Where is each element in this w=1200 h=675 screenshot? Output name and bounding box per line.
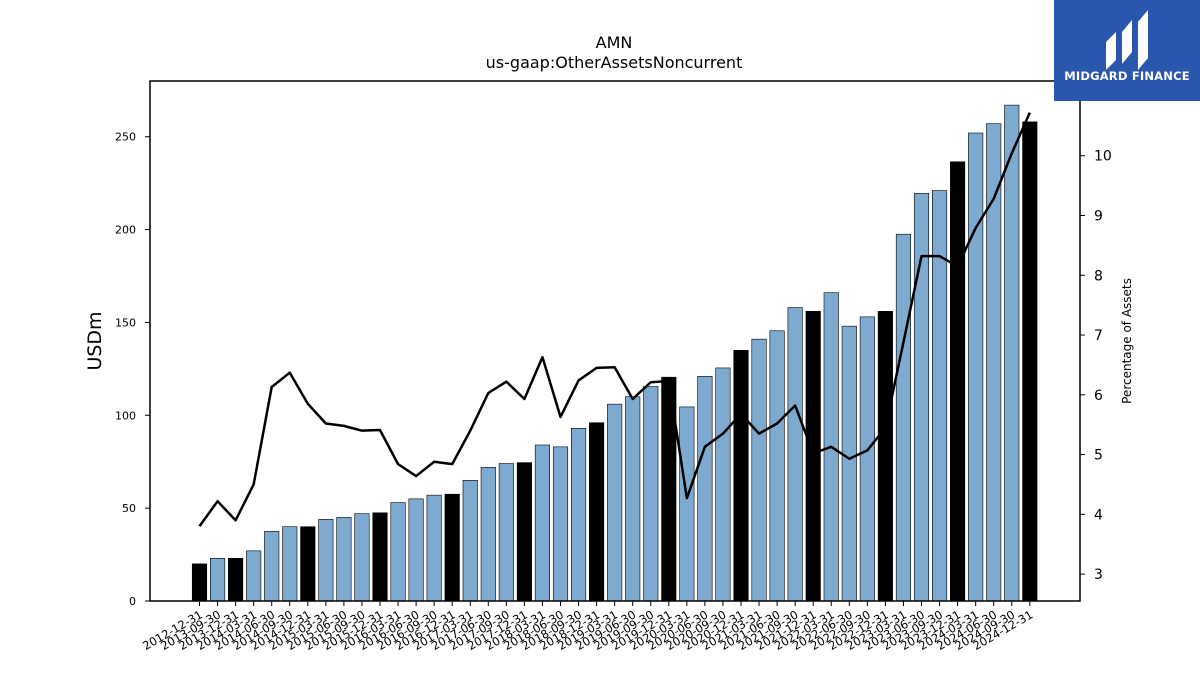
bar: [805, 310, 821, 602]
bar: [643, 386, 659, 602]
y-tick-label: 0: [129, 595, 136, 608]
bar: [228, 557, 244, 602]
bar: [426, 494, 442, 602]
y-axis-right: 3 4 5 6 7 8 9 10: [1080, 149, 1112, 583]
bar: [444, 493, 460, 602]
bar: [191, 563, 208, 602]
bar: [480, 466, 496, 602]
bar: [570, 427, 587, 602]
bar: [877, 310, 893, 602]
y-axis-left: 0 50 100 150 200 250: [115, 131, 150, 608]
bar: [931, 190, 948, 602]
bar: [787, 307, 803, 602]
bar: [769, 330, 785, 602]
bar: [516, 462, 532, 602]
brand-name: MIDGARD FINANCE: [1064, 69, 1190, 83]
bar: [300, 526, 316, 602]
bar: [715, 367, 731, 602]
y-axis-label: USDm: [84, 311, 106, 370]
chart-subtitle: us-gaap:OtherAssetsNoncurrent: [486, 53, 743, 72]
bar: [354, 513, 370, 602]
bar: [913, 193, 930, 602]
bar: [210, 557, 226, 602]
bar: [372, 512, 388, 602]
bar: [751, 338, 767, 602]
bar: [733, 349, 749, 602]
bar: [462, 479, 478, 602]
bar: [408, 498, 424, 602]
bar: [859, 316, 875, 602]
line-layer: [198, 112, 1031, 528]
bar: [318, 518, 334, 602]
bar: [246, 550, 262, 602]
bar: [336, 517, 352, 602]
y2-tick-label: 6: [1094, 388, 1103, 404]
x-axis: 2012-12-312013-09-302013-12-312014-03-31…: [140, 601, 1035, 653]
bar: [498, 463, 514, 602]
y-tick-label: 100: [115, 409, 136, 422]
bar: [534, 444, 551, 602]
percentage-line: [198, 112, 1031, 528]
y2-tick-label: 9: [1094, 208, 1103, 224]
y2-tick-label: 10: [1094, 149, 1112, 165]
bar: [841, 325, 857, 602]
y2-tick-label: 5: [1094, 448, 1103, 464]
y-tick-label: 250: [115, 131, 136, 144]
y2-tick-label: 4: [1094, 507, 1103, 523]
bar: [968, 132, 984, 602]
y2-tick-label: 8: [1094, 268, 1103, 284]
bar: [607, 403, 623, 602]
bar: [552, 446, 569, 602]
brand-logo: MIDGARD FINANCE: [1054, 0, 1200, 101]
bar: [950, 161, 966, 602]
y2-axis-label: Percentage of Assets: [1120, 278, 1134, 404]
y-tick-label: 200: [115, 224, 136, 237]
bar: [1022, 121, 1038, 602]
bar: [264, 531, 280, 602]
y2-tick-label: 7: [1094, 328, 1103, 344]
bar: [986, 123, 1002, 602]
bars-layer: [191, 104, 1038, 602]
bar: [679, 406, 695, 602]
bar: [697, 375, 713, 602]
midgard-logo-icon: [1106, 10, 1148, 70]
y2-tick-label: 3: [1094, 567, 1103, 583]
y-tick-label: 150: [115, 316, 136, 329]
bar: [390, 502, 406, 602]
bar: [625, 396, 641, 602]
y-tick-label: 50: [122, 502, 136, 515]
bar: [1004, 104, 1020, 602]
bar: [282, 526, 298, 602]
bar: [895, 233, 912, 602]
chart-title: AMN: [596, 33, 633, 52]
bar: [589, 422, 605, 602]
